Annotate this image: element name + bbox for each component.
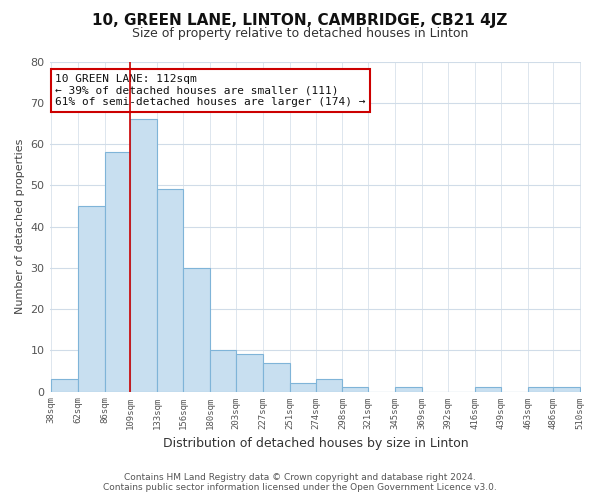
Text: 10 GREEN LANE: 112sqm
← 39% of detached houses are smaller (111)
61% of semi-det: 10 GREEN LANE: 112sqm ← 39% of detached … (55, 74, 365, 107)
Bar (395, 388, 422, 392)
Bar (210, 350, 236, 392)
X-axis label: Distribution of detached houses by size in Linton: Distribution of detached houses by size … (163, 437, 469, 450)
Bar (316, 379, 343, 392)
Text: 10, GREEN LANE, LINTON, CAMBRIDGE, CB21 4JZ: 10, GREEN LANE, LINTON, CAMBRIDGE, CB21 … (92, 12, 508, 28)
Bar (343, 388, 368, 392)
Bar (104, 152, 130, 392)
Text: Contains HM Land Registry data © Crown copyright and database right 2024.
Contai: Contains HM Land Registry data © Crown c… (103, 473, 497, 492)
Bar (183, 268, 210, 392)
Bar (527, 388, 553, 392)
Bar (290, 384, 316, 392)
Bar (263, 362, 290, 392)
Bar (236, 354, 263, 392)
Bar (130, 120, 157, 392)
Bar (553, 388, 580, 392)
Bar (157, 190, 183, 392)
Y-axis label: Number of detached properties: Number of detached properties (15, 139, 25, 314)
Bar (475, 388, 500, 392)
Bar (50, 379, 77, 392)
Bar (77, 206, 104, 392)
Text: Size of property relative to detached houses in Linton: Size of property relative to detached ho… (132, 28, 468, 40)
